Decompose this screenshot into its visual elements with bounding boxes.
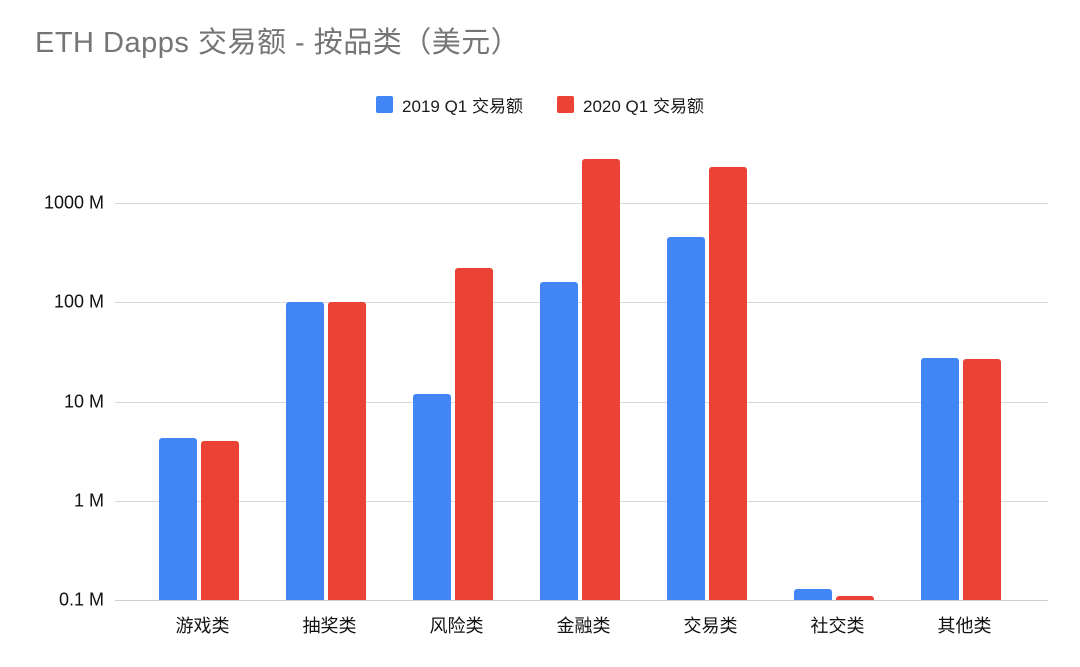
bar-2019q1-cat7 xyxy=(920,357,959,600)
bar-2019q1-cat4 xyxy=(539,281,578,600)
bar-2019q1-cat5 xyxy=(666,237,705,600)
y-tick-label: 100 M xyxy=(53,291,104,312)
x-tick-label-cat2: 抽奖类 xyxy=(302,616,357,636)
legend-item-2020-q1: 2020 Q1 交易额 xyxy=(557,92,704,117)
legend-label: 2020 Q1 交易额 xyxy=(583,97,704,116)
legend-swatch-icon xyxy=(376,96,394,113)
bar-2020q1-cat6 xyxy=(835,595,874,600)
bar-2020q1-cat2 xyxy=(327,302,366,600)
legend-swatch-icon xyxy=(557,96,574,113)
y-tick-label: 1 M xyxy=(73,490,104,511)
bar-2020q1-cat3 xyxy=(454,268,493,600)
bar-2020q1-cat4 xyxy=(581,158,620,600)
bar-2019q1-cat1 xyxy=(158,437,197,600)
x-tick-label-cat1: 游戏类 xyxy=(175,616,230,636)
x-tick-label-cat6: 社交类 xyxy=(810,616,865,636)
bar-2019q1-cat2 xyxy=(285,302,324,600)
x-tick-label-cat3: 风险类 xyxy=(429,616,484,636)
x-tick-label-cat7: 其他类 xyxy=(937,616,992,636)
x-tick-label-cat5: 交易类 xyxy=(683,616,738,636)
y-tick-label: 1000 M xyxy=(43,192,104,213)
bar-2020q1-cat5 xyxy=(708,167,747,600)
x-tick-label-cat4: 金融类 xyxy=(556,616,611,636)
bar-2019q1-cat6 xyxy=(793,588,832,600)
legend-label: 2019 Q1 交易额 xyxy=(402,97,523,116)
y-tick-label: 0.1 M xyxy=(58,589,104,610)
bar-2020q1-cat1 xyxy=(200,440,239,600)
bar-2019q1-cat3 xyxy=(412,393,451,600)
x-axis-baseline xyxy=(115,600,1048,601)
chart-legend: 2019 Q1 交易额 2020 Q1 交易额 xyxy=(0,92,1080,117)
y-tick-label: 10 M xyxy=(63,391,104,411)
legend-item-2019-q1: 2019 Q1 交易额 xyxy=(376,92,523,117)
bar-2020q1-cat7 xyxy=(962,358,1001,600)
chart-title: ETH Dapps 交易额 - 按品类（美元） xyxy=(35,27,521,59)
